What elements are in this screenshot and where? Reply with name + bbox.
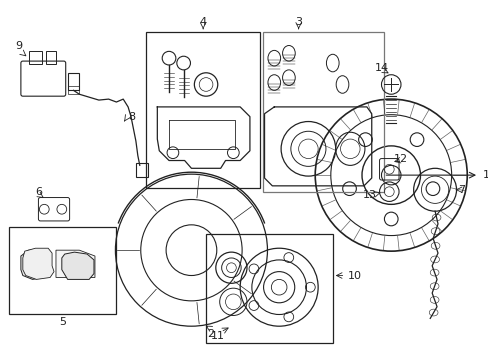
Bar [46, 51, 56, 64]
Polygon shape [56, 250, 95, 278]
Text: 12: 12 [393, 154, 407, 163]
Text: 8: 8 [128, 112, 135, 122]
Text: 11: 11 [210, 331, 224, 341]
Bar [205, 234, 332, 343]
Text: 3: 3 [295, 17, 302, 27]
Text: 13: 13 [362, 190, 376, 199]
Text: 5: 5 [59, 317, 66, 327]
Bar [67, 86, 79, 94]
Bar [9, 227, 116, 315]
Text: 10: 10 [346, 270, 361, 280]
Polygon shape [61, 252, 94, 279]
Bar [136, 163, 147, 177]
Bar [262, 32, 384, 192]
Text: 9: 9 [15, 41, 22, 50]
Text: 7: 7 [457, 185, 464, 195]
Polygon shape [21, 250, 50, 279]
Bar [29, 51, 42, 64]
Text: 14: 14 [374, 63, 388, 73]
Text: 6: 6 [35, 187, 42, 197]
Polygon shape [23, 248, 54, 279]
Text: 2: 2 [207, 329, 214, 339]
Bar [67, 73, 79, 90]
Text: 4: 4 [199, 17, 206, 27]
Text: 1: 1 [482, 170, 488, 180]
Bar [145, 32, 259, 188]
